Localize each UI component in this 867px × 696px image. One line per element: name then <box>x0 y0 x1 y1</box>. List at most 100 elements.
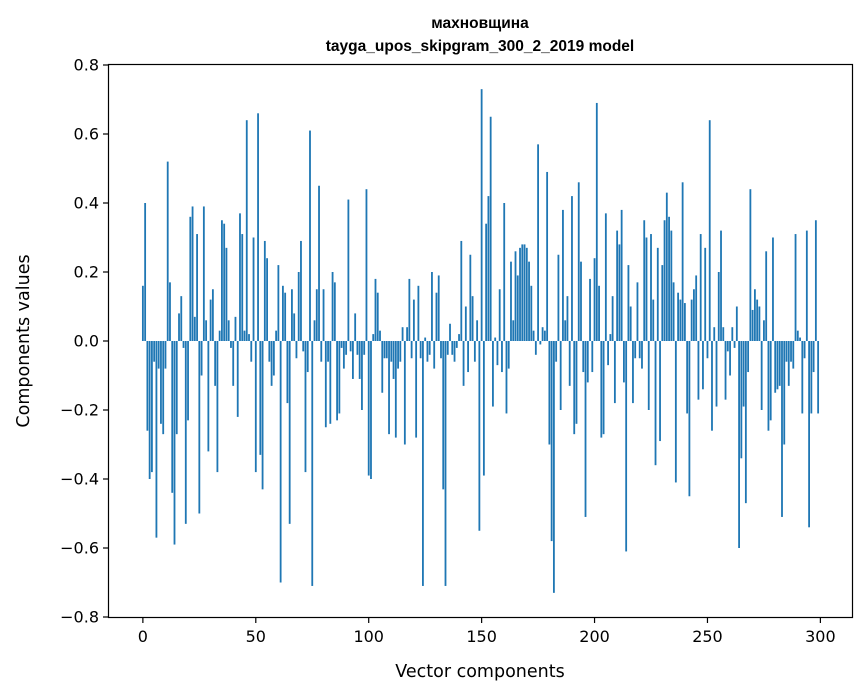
bar-48 <box>250 341 253 362</box>
bar-97 <box>361 341 363 410</box>
bar-265 <box>740 341 743 459</box>
bar-102 <box>372 334 375 341</box>
x-axis-label: Vector components <box>395 662 564 682</box>
bar-94 <box>354 313 357 341</box>
bar-28 <box>205 320 208 341</box>
bar-20 <box>187 341 189 421</box>
bar-295 <box>808 341 810 528</box>
bar-61 <box>279 341 282 583</box>
y-tick-label: 0.0 <box>74 332 99 351</box>
bar-54 <box>263 240 266 341</box>
bar-131 <box>437 275 440 341</box>
bar-2 <box>146 341 149 431</box>
bar-74 <box>309 130 311 341</box>
bar-245 <box>695 275 698 341</box>
bar-258 <box>724 341 727 400</box>
bar-112 <box>394 341 397 438</box>
y-tick-label: −0.6 <box>60 539 99 558</box>
bar-104 <box>376 292 379 341</box>
bar-71 <box>302 341 305 352</box>
chart-subtitle: tayga_upos_skipgram_300_2_2019 model <box>326 38 634 55</box>
bar-75 <box>311 341 314 586</box>
bar-100 <box>367 341 370 476</box>
bar-222 <box>643 220 646 341</box>
bar-33 <box>216 341 219 473</box>
bar-62 <box>281 285 284 341</box>
bar-164 <box>512 320 515 341</box>
bar-24 <box>196 234 198 341</box>
bar-291 <box>799 337 801 341</box>
bar-40 <box>232 341 235 386</box>
bar-59 <box>275 330 278 341</box>
bar-169 <box>523 244 526 341</box>
bar-136 <box>449 323 451 341</box>
bar-270 <box>751 309 754 341</box>
bar-189 <box>568 341 571 386</box>
bar-289 <box>794 234 797 341</box>
bar-299 <box>817 341 820 414</box>
bar-139 <box>455 341 458 348</box>
bar-273 <box>758 306 761 341</box>
bar-81 <box>324 341 327 428</box>
bar-101 <box>370 341 372 479</box>
bar-63 <box>284 292 287 341</box>
bar-52 <box>259 341 262 455</box>
bar-279 <box>772 237 774 341</box>
bar-220 <box>638 341 641 359</box>
bar-178 <box>543 330 546 341</box>
bar-88 <box>340 341 343 348</box>
bar-130 <box>435 292 438 341</box>
bar-147 <box>473 341 476 362</box>
bar-244 <box>693 289 695 341</box>
bar-64 <box>286 341 289 404</box>
bar-69 <box>297 272 300 341</box>
bar-272 <box>756 299 759 341</box>
bar-22 <box>191 206 194 341</box>
bar-210 <box>616 230 619 341</box>
bar-287 <box>790 341 792 362</box>
bar-228 <box>656 247 659 341</box>
bar-237 <box>677 292 680 341</box>
bar-192 <box>575 341 578 424</box>
bar-38 <box>227 320 230 341</box>
bar-42 <box>236 341 239 417</box>
bar-140 <box>458 334 460 341</box>
bar-120 <box>412 299 415 341</box>
bar-253 <box>713 327 716 341</box>
bar-121 <box>415 341 418 438</box>
x-tick-label: 100 <box>353 627 384 646</box>
bar-119 <box>410 341 413 359</box>
bar-142 <box>462 341 465 386</box>
bar-213 <box>623 341 625 383</box>
bar-153 <box>487 196 490 341</box>
bar-123 <box>419 341 422 359</box>
bar-95 <box>356 341 359 355</box>
bar-111 <box>392 341 395 379</box>
bar-7 <box>157 341 160 369</box>
bar-172 <box>530 285 533 341</box>
bar-115 <box>401 327 404 341</box>
bar-195 <box>582 341 585 373</box>
bar-286 <box>787 341 790 386</box>
bar-230 <box>661 265 664 341</box>
bar-5 <box>153 341 156 362</box>
bar-256 <box>720 230 722 341</box>
bar-146 <box>471 296 474 341</box>
bar-186 <box>562 209 564 341</box>
bar-129 <box>433 341 436 369</box>
bar-171 <box>528 261 530 341</box>
y-tick-label: 0.8 <box>74 56 99 75</box>
y-axis-label: Components values <box>14 254 34 427</box>
bar-18 <box>182 341 185 348</box>
bar-284 <box>783 341 786 445</box>
bar-201 <box>595 102 598 341</box>
bar-166 <box>516 275 519 341</box>
bar-65 <box>288 341 291 524</box>
bar-128 <box>431 272 433 341</box>
x-tick-label: 0 <box>138 627 148 646</box>
bar-58 <box>272 341 275 376</box>
bar-252 <box>711 341 713 431</box>
bar-106 <box>381 341 384 393</box>
bar-283 <box>781 341 783 517</box>
bar-36 <box>223 223 226 341</box>
